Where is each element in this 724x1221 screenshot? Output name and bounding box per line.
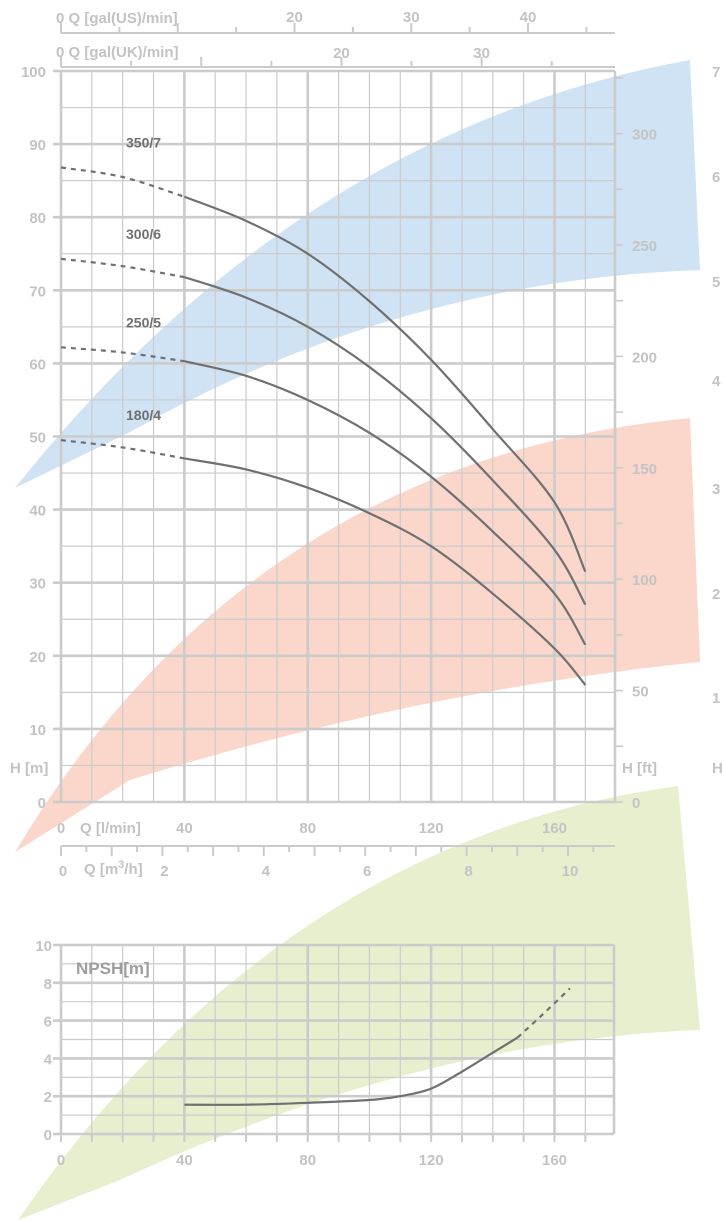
ft-tick-label: 300 [632,127,657,144]
red-band [15,418,700,852]
npsh-x-tick-label: 0 [57,1152,65,1169]
curve-line [183,195,587,573]
npsh-y-tick-label: 6 [44,1014,52,1031]
partial-right-label: 6 [712,169,720,186]
m3h-axis-title: Q [m3/h] [84,859,143,878]
y-tick-label: 10 [29,722,46,739]
m3h-tick-label: 2 [160,863,168,880]
x-axis-title: Q [l/min] [80,820,141,837]
npsh-x-tick-label: 80 [299,1152,316,1169]
curve-line [184,457,587,686]
gal-uk-tick-label: 30 [473,45,490,62]
partial-right-label: 1 [712,690,720,707]
ft-tick-label: 250 [632,238,657,255]
green-band [18,786,700,1220]
partial-right-label: 4 [712,373,721,390]
background-bands [15,60,700,1220]
y-tick-label: 40 [29,503,46,520]
curve-dashed [60,346,185,363]
partial-right-label: 2 [712,586,720,603]
npsh-title: NPSH[m] [76,959,150,978]
curve-label: 250/5 [126,314,161,330]
y-tick-label: 100 [21,64,46,81]
y-tick-label: 0 [38,795,46,812]
ft-tick-label: 100 [632,572,657,589]
npsh-x-tick-label: 40 [176,1152,193,1169]
ft-tick-label: 150 [632,461,657,478]
npsh-curve-dashed [516,987,571,1039]
m3h-zero-label: 0 [59,863,67,880]
curves-layer [60,166,587,1106]
curve-label: 300/6 [126,226,161,242]
y-axis-title: H [m] [10,760,48,777]
gal-us-tick-label: 20 [286,9,303,26]
m3h-tick-label: 10 [562,863,579,880]
ft-tick-label: 50 [632,684,649,701]
npsh-y-tick-label: 2 [44,1089,52,1106]
partial-right-label: 7 [712,64,720,81]
y-tick-label: 50 [29,430,46,447]
gal-uk-title: 0 Q [gal(UK)/min] [56,44,179,61]
curve-line [184,276,587,606]
gal-us-tick-label: 40 [520,9,537,26]
curve-label: 180/4 [126,407,161,423]
npsh-y-tick-label: 4 [44,1051,53,1068]
ft-axis-title: H [ft] [622,760,657,777]
curve-line [184,360,587,646]
npsh-x-tick-label: 160 [542,1152,567,1169]
curve-label: 350/7 [126,134,161,150]
x-tick-label: 120 [419,820,444,837]
y-tick-label: 20 [29,649,46,666]
x-tick-label: 80 [299,820,316,837]
y-tick-label: 60 [29,356,46,373]
y-tick-label: 70 [29,283,46,300]
m3h-tick-label: 6 [363,863,371,880]
partial-right-label: H [ [712,760,724,777]
curve-dashed [60,166,185,198]
y-tick-label: 90 [29,137,46,154]
y-tick-label: 30 [29,576,46,593]
x-tick-label: 40 [176,820,193,837]
x-tick-label: 0 [57,820,65,837]
partial-right-label: 5 [712,274,720,291]
partial-right-label: 3 [712,481,720,498]
main-grid [53,23,623,856]
curve-dashed [60,257,185,279]
y-tick-label: 80 [29,210,46,227]
m3h-tick-label: 4 [262,863,271,880]
npsh-y-tick-label: 0 [44,1127,52,1144]
gal-us-tick-label: 30 [403,9,420,26]
gal-uk-tick-label: 20 [333,45,350,62]
npsh-y-tick-label: 10 [35,938,52,955]
npsh-curve [184,1036,519,1106]
gal-us-title: 0 Q [gal(US)/min] [56,10,178,27]
m3h-tick-label: 8 [464,863,472,880]
ft-tick-label: 0 [632,795,640,812]
curve-dashed [60,439,185,460]
blue-band [15,60,700,488]
npsh-y-tick-label: 8 [44,976,52,993]
x-tick-label: 160 [542,820,567,837]
ft-tick-label: 200 [632,349,657,366]
npsh-x-tick-label: 120 [419,1152,444,1169]
npsh-grid [53,943,616,1142]
